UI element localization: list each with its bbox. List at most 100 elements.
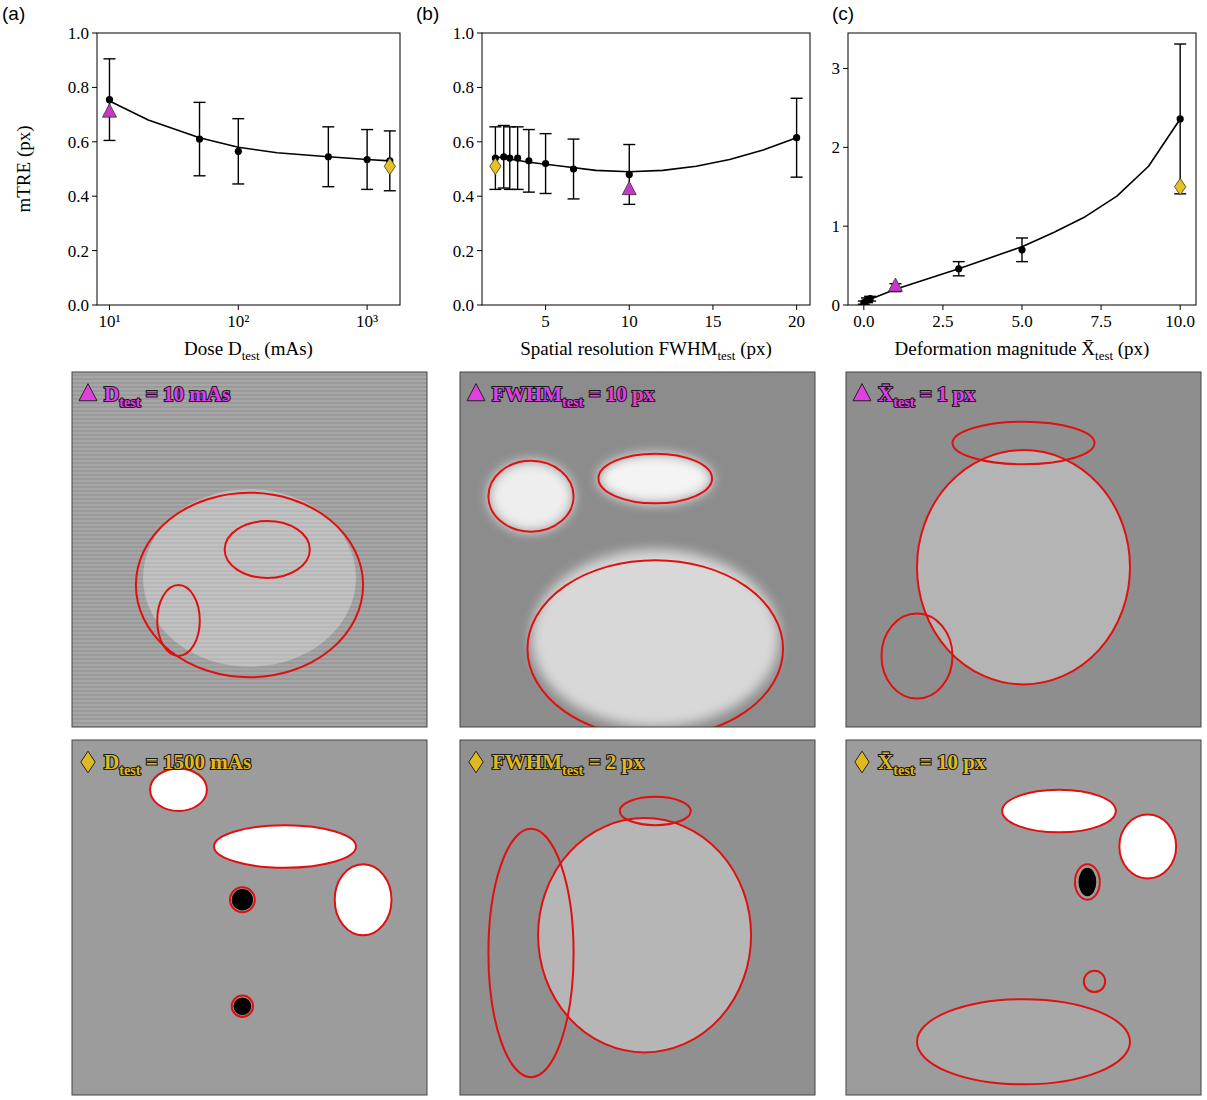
y-tick bbox=[92, 33, 97, 34]
error-cap bbox=[232, 183, 244, 184]
label-symbol: D bbox=[104, 750, 119, 774]
image-panel: Dtest = 10 mAs bbox=[72, 372, 427, 727]
error-cap bbox=[791, 98, 803, 99]
chart-panel: (b)51015200.00.20.40.60.81.0Spatial reso… bbox=[416, 3, 810, 363]
tissue-region bbox=[234, 997, 252, 1015]
x-tick-label: 7.5 bbox=[1090, 312, 1111, 331]
x-tick-label: 5.0 bbox=[1011, 312, 1032, 331]
error-bar bbox=[1016, 238, 1028, 262]
image-background bbox=[72, 740, 427, 1095]
chart-panel: (c)0.02.55.07.510.00123Deformation magni… bbox=[832, 3, 1197, 363]
y-tick-label: 1 bbox=[832, 217, 841, 236]
x-tick-label: 10² bbox=[227, 312, 249, 331]
label-part: = 10 px bbox=[915, 750, 986, 774]
error-cap bbox=[498, 125, 510, 126]
image-label: Dtest = 1500 mAs bbox=[104, 750, 251, 778]
x-tick bbox=[1180, 305, 1181, 310]
error-cap bbox=[1016, 237, 1028, 238]
image-marker bbox=[853, 384, 871, 401]
error-cap bbox=[568, 138, 580, 139]
label-part: = 2 px bbox=[583, 750, 644, 774]
label-symbol: D bbox=[104, 382, 119, 406]
label-symbol: X̄ bbox=[1081, 338, 1095, 359]
error-cap bbox=[953, 275, 965, 276]
label-sub: test bbox=[1095, 348, 1113, 363]
tissue-region bbox=[538, 818, 751, 1052]
error-cap bbox=[489, 126, 501, 127]
noise bbox=[72, 372, 427, 727]
error-cap bbox=[489, 189, 501, 190]
edge-contour bbox=[214, 825, 356, 868]
x-tick-label: 10³ bbox=[356, 312, 378, 331]
edge-contour bbox=[917, 450, 1130, 684]
image-label: X̄test = 10 px bbox=[878, 750, 986, 778]
error-cap bbox=[384, 130, 396, 131]
edge-contour bbox=[157, 585, 200, 656]
x-tick bbox=[545, 305, 546, 310]
image-label: Dtest = 10 mAs bbox=[104, 382, 230, 410]
plot-frame bbox=[482, 33, 810, 305]
y-tick bbox=[843, 147, 848, 148]
y-tick bbox=[92, 87, 97, 88]
y-tick-label: 0.2 bbox=[68, 242, 89, 261]
error-cap bbox=[103, 140, 115, 141]
tissue-region bbox=[150, 768, 207, 811]
error-cap bbox=[523, 129, 535, 130]
x-tick bbox=[712, 305, 713, 310]
label-part: = 1 px bbox=[915, 382, 976, 406]
error-cap bbox=[322, 126, 334, 127]
y-tick-label: 1.0 bbox=[68, 24, 89, 43]
label-part: Dose bbox=[184, 338, 228, 359]
image-background bbox=[460, 740, 815, 1095]
image-panel: X̄test = 10 px bbox=[846, 740, 1201, 1095]
figure: (a)10¹10²10³0.00.20.40.60.81.0mTRE (px)D… bbox=[0, 0, 1207, 1100]
label-part: Spatial resolution bbox=[520, 338, 658, 359]
label-symbol: X̄ bbox=[878, 750, 893, 774]
y-tick bbox=[92, 305, 97, 306]
tissue-region bbox=[214, 825, 356, 868]
marks bbox=[489, 98, 802, 204]
x-tick-label: 15 bbox=[704, 312, 721, 331]
error-cap bbox=[791, 176, 803, 177]
error-cap bbox=[194, 102, 206, 103]
error-cap bbox=[540, 133, 552, 134]
label-symbol: D bbox=[228, 338, 242, 359]
tissue bbox=[538, 818, 751, 1052]
y-tick bbox=[477, 141, 482, 142]
error-cap bbox=[384, 190, 396, 191]
error-cap bbox=[568, 198, 580, 199]
panel-letter: (b) bbox=[416, 3, 439, 24]
chart-panel: (a)10¹10²10³0.00.20.40.60.81.0mTRE (px)D… bbox=[2, 3, 400, 363]
y-tick bbox=[843, 226, 848, 227]
y-tick-label: 0.8 bbox=[68, 78, 89, 97]
error-bar bbox=[1174, 44, 1186, 194]
error-cap bbox=[1174, 43, 1186, 44]
panel-letter: (a) bbox=[2, 3, 25, 24]
image-label: X̄test = 1 px bbox=[878, 382, 975, 410]
edge-contour bbox=[1119, 815, 1176, 879]
data-point bbox=[1175, 178, 1186, 195]
tissue-region bbox=[531, 550, 780, 728]
error-cap bbox=[498, 187, 510, 188]
x-tick bbox=[367, 305, 368, 310]
y-tick bbox=[92, 196, 97, 197]
label-sub: test bbox=[893, 762, 915, 778]
error-cap bbox=[512, 189, 524, 190]
label-part: = 10 px bbox=[583, 382, 654, 406]
label-part: (px) bbox=[1113, 338, 1149, 360]
image-content bbox=[846, 740, 1201, 1095]
marks bbox=[102, 59, 395, 191]
y-tick bbox=[92, 250, 97, 251]
x-tick bbox=[629, 305, 630, 310]
image-label: FWHMtest = 2 px bbox=[492, 750, 644, 778]
y-tick-label: 3 bbox=[832, 59, 841, 78]
label-part: (px) bbox=[735, 338, 771, 360]
image-content bbox=[460, 372, 815, 727]
label-symbol: X̄ bbox=[878, 382, 893, 406]
error-cap bbox=[623, 204, 635, 205]
image-background bbox=[846, 740, 1201, 1095]
x-tick-label: 2.5 bbox=[932, 312, 953, 331]
error-bar bbox=[623, 145, 635, 205]
edge-contour bbox=[230, 887, 255, 912]
error-cap bbox=[361, 189, 373, 190]
